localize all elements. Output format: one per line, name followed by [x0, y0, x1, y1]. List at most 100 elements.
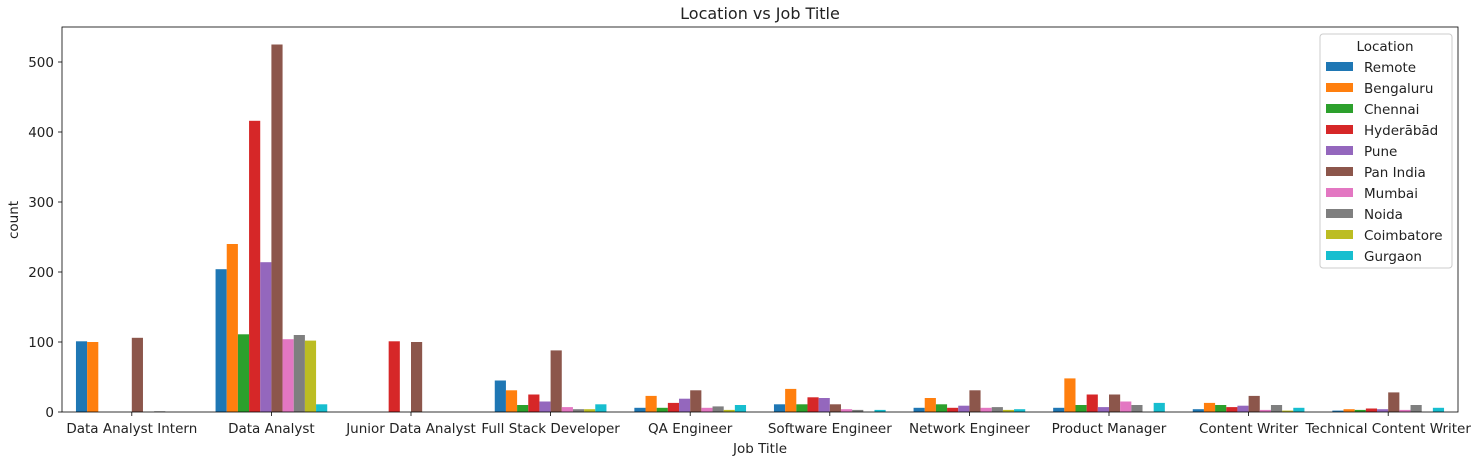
legend-swatch: [1326, 251, 1353, 260]
x-tick-label: Product Manager: [1052, 421, 1167, 437]
bar-chennai-6: [935, 404, 948, 412]
bar-hyder-b-d-6: [947, 407, 959, 412]
bar-chennai-1: [237, 334, 250, 412]
bar-bengaluru-6: [924, 398, 936, 412]
bar-noida-4: [712, 406, 724, 412]
legend: Location Remote Bengaluru Chennai Hyderābād…: [1319, 33, 1453, 269]
bar-bengaluru-3: [505, 390, 518, 412]
bar-pune-7: [1097, 407, 1109, 412]
bar-pan-india-7: [1109, 394, 1121, 412]
bar-coimbatore-3: [584, 409, 596, 412]
x-tick-label: QA Engineer: [648, 421, 733, 437]
bar-chennai-7: [1075, 405, 1087, 412]
bar-pune-8: [1237, 405, 1249, 412]
bar-gurgaon-5: [874, 409, 886, 412]
bar-bengaluru-9: [1343, 409, 1355, 412]
legend-swatch: [1326, 104, 1353, 113]
legend-entry: Bengaluru: [1364, 81, 1433, 97]
x-tick-label: Technical Content Writer: [1304, 421, 1471, 437]
bar-bengaluru-7: [1064, 378, 1076, 412]
legend-entry: Hyderābād: [1364, 123, 1438, 139]
bar-gurgaon-4: [734, 405, 747, 412]
bar-pan-india-4: [690, 390, 702, 412]
legend-entry: Mumbai: [1364, 186, 1418, 202]
bar-pune-6: [958, 405, 970, 412]
bar-chennai-5: [796, 404, 808, 412]
bar-coimbatore-6: [1002, 409, 1015, 412]
bar-noida-1: [293, 335, 305, 412]
y-tick-label: 200: [28, 265, 54, 281]
legend-entry: Coimbatore: [1364, 228, 1443, 244]
legend-swatch: [1326, 62, 1353, 71]
legend-swatch: [1326, 209, 1353, 218]
bar-hyder-b-d-4: [667, 402, 680, 412]
bar-bengaluru-4: [645, 395, 657, 412]
bar-pan-india-1: [271, 44, 283, 412]
x-axis: Data Analyst Intern Data Analyst Junior Da…: [66, 412, 1471, 437]
bar-noida-9: [1410, 405, 1422, 412]
plot-frame: [61, 26, 1459, 413]
bar-bengaluru-1: [226, 244, 238, 412]
bar-pune-1: [260, 262, 272, 412]
bar-mumbai-1: [282, 339, 294, 412]
x-tick-label: Full Stack Developer: [481, 421, 620, 437]
x-tick-label: Content Writer: [1199, 421, 1299, 437]
bar-mumbai-5: [840, 409, 853, 412]
bar-pune-4: [679, 398, 691, 412]
bar-pune-3: [539, 401, 551, 412]
x-axis-label: Job Title: [732, 441, 787, 457]
x-tick-label: Software Engineer: [768, 421, 892, 437]
bar-hyder-b-d-5: [807, 397, 819, 412]
legend-swatch: [1326, 167, 1353, 176]
bar-pan-india-0: [131, 337, 143, 412]
legend-entry: Remote: [1364, 60, 1416, 76]
bar-mumbai-9: [1399, 409, 1411, 412]
bar-pan-india-2: [411, 342, 423, 412]
bar-mumbai-8: [1259, 409, 1271, 412]
bar-mumbai-7: [1120, 401, 1132, 412]
legend-swatch: [1326, 83, 1353, 92]
bar-gurgaon-6: [1014, 409, 1026, 412]
legend-swatch: [1326, 146, 1353, 155]
legend-entry: Chennai: [1364, 102, 1419, 118]
bar-hyder-b-d-2: [388, 341, 400, 412]
bar-noida-7: [1131, 405, 1143, 412]
bar-remote-6: [913, 407, 925, 412]
bar-hyder-b-d-7: [1086, 394, 1098, 412]
y-axis-label: count: [6, 201, 22, 239]
bar-gurgaon-1: [316, 404, 328, 412]
bar-noida-5: [852, 409, 864, 412]
bar-chennai-3: [517, 405, 529, 412]
bar-coimbatore-1: [304, 340, 317, 412]
legend-entry: Gurgaon: [1364, 249, 1422, 265]
legend-title: Location: [1356, 39, 1413, 55]
bars-group: [75, 44, 1445, 413]
bar-remote-4: [634, 407, 646, 412]
bar-noida-6: [991, 407, 1003, 412]
y-tick-label: 400: [28, 125, 54, 141]
legend-swatch: [1326, 125, 1353, 134]
y-axis: 0 100 200 300 400 500: [28, 55, 62, 421]
bar-hyder-b-d-8: [1226, 407, 1238, 412]
bar-noida-3: [572, 409, 585, 412]
bar-pune-9: [1377, 409, 1389, 412]
bar-pan-india-8: [1248, 395, 1260, 412]
legend-entry: Noida: [1364, 207, 1403, 223]
bar-coimbatore-8: [1282, 410, 1294, 412]
bar-hyder-b-d-1: [249, 120, 261, 413]
legend-swatch: [1326, 230, 1353, 239]
legend-entry: Pune: [1364, 144, 1397, 160]
bar-gurgaon-3: [595, 404, 607, 412]
y-tick-label: 0: [45, 405, 54, 421]
bar-remote-0: [75, 341, 88, 412]
bar-bengaluru-5: [785, 388, 797, 412]
legend-swatch: [1326, 188, 1353, 197]
bar-chennai-4: [656, 407, 668, 412]
bar-mumbai-6: [980, 407, 992, 412]
x-tick-label: Data Analyst Intern: [66, 421, 197, 437]
x-tick-label: Network Engineer: [909, 421, 1030, 437]
bar-bengaluru-0: [87, 342, 99, 412]
bar-hyder-b-d-9: [1365, 408, 1378, 412]
bar-remote-9: [1332, 410, 1344, 412]
